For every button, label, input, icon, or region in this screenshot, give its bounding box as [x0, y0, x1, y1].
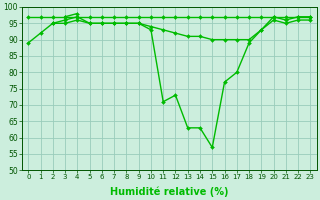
X-axis label: Humidité relative (%): Humidité relative (%) — [110, 186, 228, 197]
